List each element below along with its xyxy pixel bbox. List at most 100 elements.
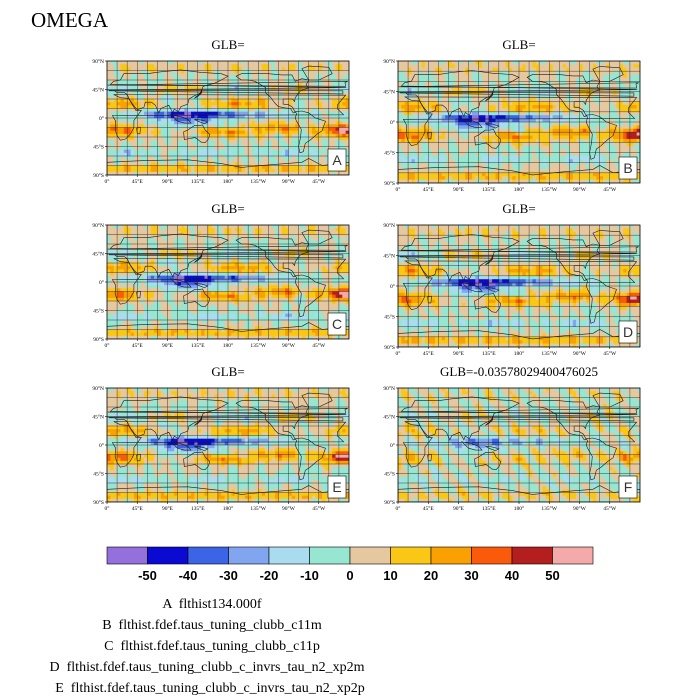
legend-entry-a: A flthist134.000f: [162, 597, 261, 613]
colorbar-swatch: [471, 546, 513, 565]
lat-tick-label: 0°: [390, 283, 395, 290]
panel-label-box: [327, 312, 347, 336]
lon-tick-label: 0°: [396, 186, 401, 193]
lon-tick-label: 180°: [223, 178, 233, 185]
colorbar-swatch: [309, 546, 351, 565]
lon-tick-label: 90°E: [162, 178, 174, 185]
legend-key: D: [49, 660, 60, 675]
panel-label: B: [623, 160, 632, 176]
panel-title: GLB=: [211, 364, 245, 379]
legend-entry-d: D flthist.fdef.taus_tuning_clubb_c_invrs…: [50, 660, 365, 676]
lon-tick-label: 90°W: [573, 186, 587, 193]
lat-tick-label: 0°: [99, 115, 104, 122]
panel-label-box: [618, 156, 638, 180]
lon-tick-label: 0°: [105, 505, 110, 512]
lon-tick-label: 45°W: [312, 342, 326, 349]
colorbar-tick-label: -40: [178, 568, 198, 583]
lat-tick-label: 0°: [99, 279, 104, 286]
lon-tick-label: 45°E: [423, 186, 435, 193]
colorbar-swatch: [552, 546, 594, 565]
lon-tick-label: 135°W: [541, 505, 557, 512]
panel-label-box: [618, 475, 638, 499]
colorbar-swatch: [187, 546, 229, 565]
lon-tick-label: 90°E: [162, 505, 174, 512]
lat-tick-label: 45°S: [93, 308, 104, 315]
lon-tick-label: 135°E: [191, 342, 205, 349]
colorbar-tick-label: 40: [504, 568, 520, 583]
lat-tick-label: 0°: [390, 119, 395, 126]
lat-tick-label: 90°S: [384, 180, 395, 187]
lat-tick-label: 45°S: [384, 314, 395, 321]
map-panel-f: GLB=-0.03578029400476025 90°N 45°N 0° 45°S 90…: [373, 364, 648, 522]
panel-title: GLB=: [502, 201, 536, 216]
colorbar-tick-label: 30: [464, 568, 479, 583]
lat-tick-label: 45°N: [383, 414, 395, 421]
lat-tick-label: 90°S: [93, 499, 104, 506]
legend-entry-c: C flthist.fdef.taus_tuning_clubb_c11p: [104, 639, 320, 655]
colorbar-tick-label: 0: [346, 568, 354, 583]
lat-tick-label: 90°S: [384, 344, 395, 351]
lat-tick-label: 90°S: [93, 336, 104, 343]
lon-tick-label: 135°E: [191, 505, 205, 512]
lat-tick-label: 45°N: [92, 87, 104, 94]
figure-title: OMEGA: [31, 8, 108, 32]
lon-tick-label: 45°W: [312, 505, 326, 512]
lon-tick-label: 0°: [105, 178, 110, 185]
legend-key: C: [104, 639, 114, 654]
map-plot: 90°N45°N0°45°S90°S0° 45°E 90°E 135°E 180° 135…: [383, 385, 641, 512]
colorbar-swatch: [268, 546, 310, 565]
colorbar-tick-label: -50: [138, 568, 157, 583]
lon-tick-label: 45°E: [132, 178, 144, 185]
lon-tick-label: 90°W: [282, 505, 296, 512]
panel-title: GLB=-0.03578029400476025: [440, 364, 598, 379]
lon-tick-label: 135°W: [541, 186, 557, 193]
lon-tick-label: 90°E: [453, 350, 465, 357]
panel-label: F: [624, 479, 633, 495]
colorbar-swatch: [147, 546, 189, 565]
lon-tick-label: 135°W: [250, 505, 266, 512]
map-plot: 90°N45°N0°45°S90°S0° 45°E 90°E 135°E 180° 135…: [92, 222, 350, 349]
lat-tick-label: 90°N: [92, 58, 104, 65]
map-plot: 90°N45°N0°45°S90°S0° 45°E 90°E 135°E 180° 135…: [92, 58, 350, 185]
colorbar-tick-label: -30: [219, 568, 238, 583]
map-plot: 90°N45°N0°45°S90°S0° 45°E 90°E 135°E 180° 135…: [383, 58, 641, 193]
legend-entry-e: E flthist.fdef.taus_tuning_clubb_c_invrs…: [55, 681, 365, 697]
lon-tick-label: 45°W: [312, 178, 326, 185]
colorbar-swatch: [390, 546, 432, 565]
panel-title: GLB=: [211, 201, 245, 216]
panel-label-box: [327, 475, 347, 499]
map-panel-b: GLB= 90°N 45°N 0° 45°S 90°S 0° 45°E 90°E 135°E 180…: [373, 37, 648, 203]
lat-tick-label: 45°S: [93, 471, 104, 478]
lon-tick-label: 180°: [514, 350, 524, 357]
map-panel-a: GLB= 90°N 45°N 0° 45°S 90°S 0° 45°E 90°E 135°E 180…: [83, 37, 358, 195]
lon-tick-label: 45°W: [603, 350, 617, 357]
panel-label: D: [623, 324, 633, 340]
colorbar-tick-label: 20: [423, 568, 439, 583]
lat-tick-label: 90°N: [92, 385, 104, 392]
lat-tick-label: 45°S: [384, 150, 395, 157]
lon-tick-label: 180°: [223, 342, 233, 349]
lon-tick-label: 180°: [223, 505, 233, 512]
colorbar-tick-label: 50: [545, 568, 560, 583]
lon-tick-label: 90°W: [573, 505, 587, 512]
lon-tick-label: 0°: [396, 505, 401, 512]
legend-name: flthist.fdef.taus_tuning_clubb_c11p: [120, 639, 320, 654]
lon-tick-label: 180°: [514, 186, 524, 193]
lat-tick-label: 90°N: [383, 222, 395, 229]
colorbar-tick-label: -10: [300, 568, 319, 583]
colorbar-swatch: [228, 546, 270, 565]
lon-tick-label: 90°E: [453, 505, 465, 512]
map-plot: 90°N45°N0°45°S90°S0° 45°E 90°E 135°E 180° 135…: [92, 385, 350, 512]
legend-key: B: [102, 618, 112, 633]
colorbar-tick-label: 10: [383, 568, 398, 583]
colorbar-swatch: [349, 546, 391, 565]
legend-name: flthist.fdef.taus_tuning_clubb_c_invrs_t…: [70, 681, 365, 696]
lat-tick-label: 45°N: [92, 414, 104, 421]
lon-tick-label: 0°: [105, 342, 110, 349]
lon-tick-label: 90°W: [282, 178, 296, 185]
legend-name: flthist.fdef.taus_tuning_clubb_c_invrs_t…: [66, 660, 365, 675]
panel-label: E: [332, 479, 341, 495]
lon-tick-label: 45°E: [423, 350, 435, 357]
lon-tick-label: 45°W: [603, 505, 617, 512]
lon-tick-label: 45°W: [603, 186, 617, 193]
